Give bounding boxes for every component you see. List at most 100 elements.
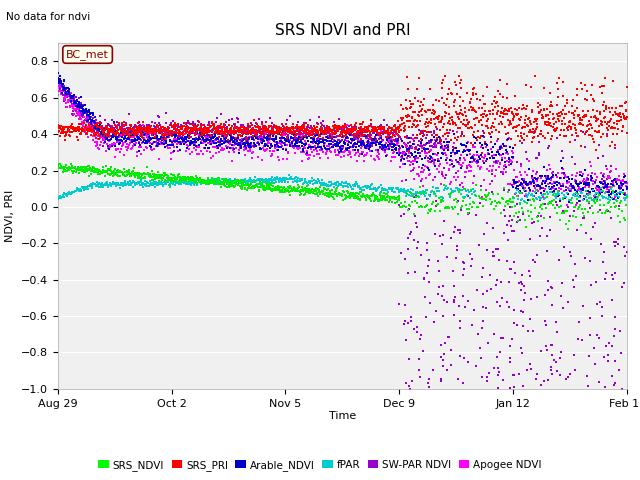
Point	[289, 185, 300, 192]
Point	[206, 138, 216, 145]
Point	[304, 131, 314, 139]
Point	[180, 139, 191, 147]
Point	[132, 169, 142, 177]
Point	[378, 131, 388, 138]
Point	[369, 123, 380, 131]
Point	[221, 178, 231, 185]
Point	[154, 128, 164, 136]
Point	[401, 134, 412, 142]
Point	[97, 132, 107, 140]
Point	[463, 146, 474, 154]
Point	[179, 128, 189, 135]
Point	[390, 141, 400, 149]
Point	[381, 153, 391, 160]
Point	[68, 95, 79, 103]
Point	[115, 136, 125, 144]
Point	[151, 130, 161, 138]
Point	[314, 132, 324, 140]
Point	[511, 179, 521, 186]
Point	[477, 274, 487, 281]
Point	[116, 127, 127, 134]
Point	[300, 144, 310, 152]
Point	[525, 83, 536, 91]
Point	[270, 123, 280, 131]
Point	[335, 190, 346, 198]
Point	[308, 130, 319, 137]
Point	[190, 136, 200, 144]
Point	[242, 128, 252, 136]
Point	[348, 123, 358, 131]
Point	[135, 121, 145, 129]
Point	[615, 109, 625, 117]
Point	[449, 118, 459, 126]
Point	[264, 139, 275, 146]
Point	[420, 313, 431, 321]
Point	[209, 123, 219, 131]
Point	[260, 125, 271, 133]
Point	[487, 148, 497, 156]
Point	[250, 141, 260, 148]
Point	[513, 104, 524, 112]
Point	[214, 138, 225, 145]
Point	[155, 140, 165, 147]
Point	[261, 134, 271, 142]
Point	[438, 132, 448, 140]
Point	[179, 140, 189, 147]
Point	[548, 123, 558, 131]
Point	[554, 191, 564, 198]
Point	[398, 105, 408, 113]
Point	[292, 178, 303, 185]
Point	[508, 110, 518, 118]
Point	[57, 89, 67, 96]
Point	[308, 146, 319, 154]
Point	[73, 106, 83, 113]
Point	[395, 121, 405, 129]
Point	[311, 184, 321, 192]
Point	[308, 143, 318, 151]
Point	[255, 179, 266, 187]
Point	[74, 185, 84, 192]
Point	[409, 192, 419, 200]
Point	[284, 126, 294, 133]
Point	[529, 192, 540, 200]
Point	[377, 141, 387, 149]
Point	[56, 90, 67, 97]
Point	[90, 139, 100, 146]
Point	[333, 146, 343, 154]
Point	[594, 122, 604, 130]
Point	[257, 137, 268, 145]
Point	[76, 130, 86, 138]
Point	[211, 127, 221, 134]
Point	[185, 129, 195, 137]
Point	[177, 138, 188, 146]
Point	[105, 122, 115, 130]
Point	[242, 178, 252, 185]
Point	[376, 125, 386, 132]
Point	[124, 180, 134, 188]
Point	[262, 181, 272, 189]
Point	[222, 183, 232, 191]
Point	[275, 137, 285, 144]
Point	[312, 192, 323, 200]
Point	[603, 199, 613, 207]
Point	[76, 163, 86, 171]
Point	[60, 85, 70, 93]
Point	[496, 278, 506, 286]
Point	[345, 132, 355, 139]
Point	[234, 131, 244, 138]
Point	[428, 107, 438, 114]
Point	[161, 177, 172, 184]
Point	[240, 142, 250, 150]
Point	[166, 121, 176, 129]
Point	[424, 170, 435, 178]
Point	[473, 203, 483, 211]
Point	[248, 178, 259, 185]
Point	[257, 176, 267, 183]
Point	[106, 167, 116, 175]
Point	[179, 119, 189, 127]
Point	[361, 144, 371, 151]
Point	[284, 136, 294, 144]
Point	[223, 139, 233, 146]
Point	[479, 110, 489, 118]
Point	[336, 128, 346, 136]
